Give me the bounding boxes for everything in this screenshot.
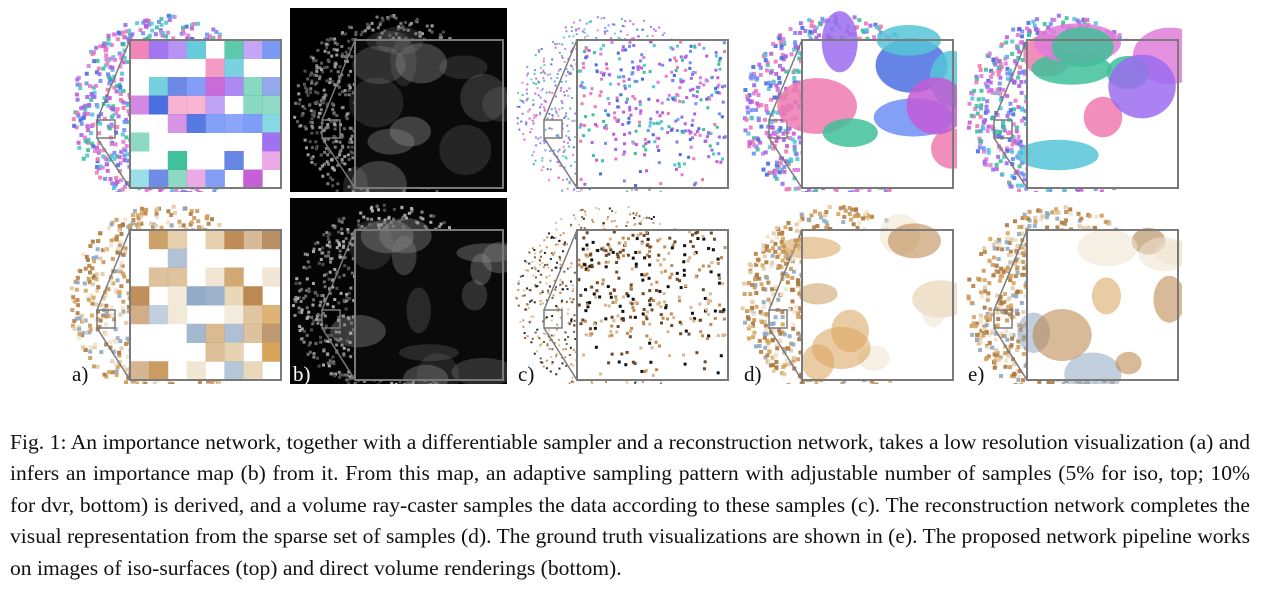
panel-e-dvr [962,198,1182,384]
panel-c-iso [512,8,732,192]
panel-label-a: a) [72,362,89,386]
panel-c-dvr [512,198,732,384]
panel-label-d: d) [744,362,762,386]
figure-caption: Fig. 1: An importance network, together … [10,429,1250,580]
panel-b-dvr [290,198,507,384]
figure: a) b) c) d) e) [65,8,1182,386]
panel-a-dvr [65,198,285,384]
panel-label-b: b) [293,362,311,386]
panel-e-iso [962,8,1182,192]
panel-d-iso [737,8,957,192]
panel-b-iso [290,8,507,192]
panel-a-iso [65,8,285,192]
panel-d-dvr [737,198,957,384]
panel-label-e: e) [968,362,985,386]
panel-label-c: c) [518,362,535,386]
